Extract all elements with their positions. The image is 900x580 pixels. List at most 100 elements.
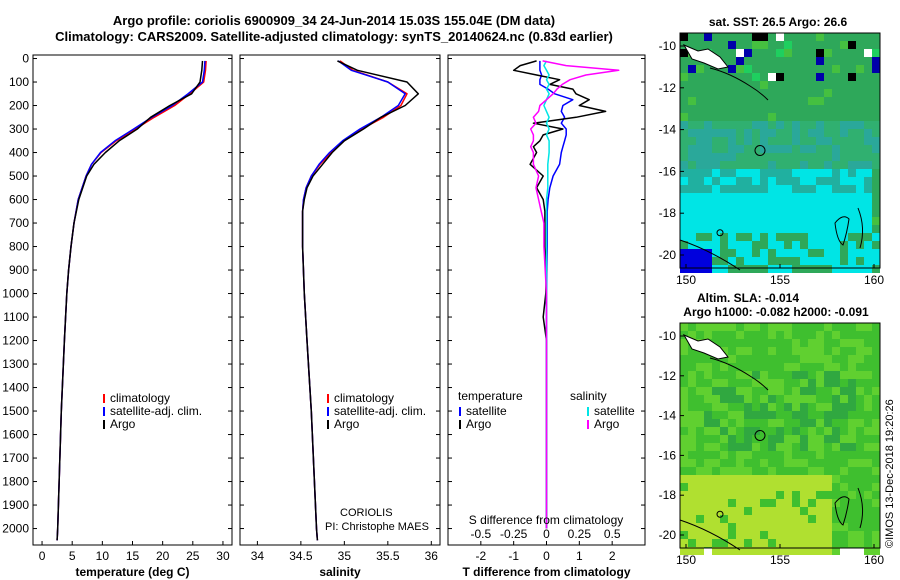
sla-map-cell	[688, 547, 696, 555]
sst-map-cell	[784, 265, 792, 273]
sst-map-cell	[824, 201, 832, 209]
sla-map-cell	[752, 523, 760, 531]
sst-map-cell	[784, 137, 792, 145]
sst-map-cell	[704, 249, 712, 257]
sst-map-cell	[840, 121, 848, 129]
sla-map-cell	[848, 355, 856, 363]
sla-map-cell	[784, 483, 792, 491]
sst-map-cell	[752, 145, 760, 153]
sst-map-cell	[816, 209, 824, 217]
sst-map-cell	[680, 185, 688, 193]
sla-map-cell	[800, 499, 808, 507]
sst-map-cell	[704, 129, 712, 137]
sst-map-cell	[864, 201, 872, 209]
sla-map-cell	[696, 523, 704, 531]
sst-map-cell	[816, 153, 824, 161]
sst-map-cell	[760, 169, 768, 177]
diff-legend-t-title: temperature	[458, 389, 523, 403]
diff-series-3	[529, 60, 620, 529]
sla-map-cell	[680, 523, 688, 531]
sla-map-cell	[832, 411, 840, 419]
sst-map-cell	[744, 201, 752, 209]
sst-map-cell	[744, 137, 752, 145]
sst-map-cell	[864, 153, 872, 161]
sst-map-cell	[760, 145, 768, 153]
sla-map-cell	[808, 395, 816, 403]
sst-map-cell	[792, 201, 800, 209]
sst-map-cell	[816, 97, 824, 105]
sst-map-cell	[816, 241, 824, 249]
sla-map-cell	[776, 443, 784, 451]
sst-map-cell	[808, 97, 816, 105]
sst-map-cell	[792, 121, 800, 129]
sla-map-cell	[856, 347, 864, 355]
sst-map-cell	[752, 193, 760, 201]
sla-map-cell	[712, 379, 720, 387]
temp-xtick-label: 20	[156, 549, 170, 563]
sst-map-cell	[824, 209, 832, 217]
sla-map-cell	[776, 379, 784, 387]
sst-map-cell	[768, 129, 776, 137]
sla-map-cell	[832, 403, 840, 411]
sst-map-cell	[848, 73, 856, 81]
sst-map-cell	[824, 177, 832, 185]
sst-map-cell	[848, 201, 856, 209]
sst-map-cell	[760, 81, 768, 89]
sst-map-cell	[776, 225, 784, 233]
sst-map-cell	[840, 217, 848, 225]
sla-map-cell	[776, 483, 784, 491]
sla-map-cell	[792, 507, 800, 515]
sst-map-cell	[848, 241, 856, 249]
sst-map-cell	[688, 161, 696, 169]
sla-map-cell	[712, 547, 720, 555]
sst-map-cell	[856, 257, 864, 265]
sst-map-cell	[728, 137, 736, 145]
sst-map-cell	[760, 129, 768, 137]
diff-xtick-label: -1	[508, 549, 519, 563]
sst-map-cell	[864, 257, 872, 265]
sst-map-cell	[848, 217, 856, 225]
sla-map-cell	[704, 459, 712, 467]
sla-map-cell	[688, 483, 696, 491]
sst-map-cell	[768, 137, 776, 145]
sst-map-cell	[752, 225, 760, 233]
sst-map-cell	[744, 49, 752, 57]
sla-map-cell	[704, 475, 712, 483]
sst-map-cell	[776, 193, 784, 201]
depth-tick-label: 800	[9, 240, 29, 254]
sst-map-cell	[848, 137, 856, 145]
sst-map-cell	[824, 225, 832, 233]
sla-map-cell	[776, 499, 784, 507]
sst-map-cell	[696, 193, 704, 201]
sla-map-cell	[832, 347, 840, 355]
sla-map-cell	[704, 491, 712, 499]
sst-map-cell	[864, 137, 872, 145]
sla-map-cell	[800, 523, 808, 531]
sst-map-cell	[704, 265, 712, 273]
sla-map-cell	[808, 467, 816, 475]
sla-map-cell	[744, 515, 752, 523]
sst-map-cell	[704, 137, 712, 145]
sst-map-cell	[760, 249, 768, 257]
sla-map-cell	[760, 539, 768, 547]
sst-map-cell	[800, 209, 808, 217]
sla-map-cell	[792, 411, 800, 419]
sst-map-cell	[736, 249, 744, 257]
sla-map-argo-marker	[754, 430, 766, 441]
sst-map-cell	[728, 265, 736, 273]
sla-map-cell	[816, 515, 824, 523]
sla-map-cell	[808, 339, 816, 347]
sst-map-cell	[864, 249, 872, 257]
sst-map-cell	[848, 153, 856, 161]
sst-map-cell	[784, 233, 792, 241]
sal-legend-label: Argo	[334, 417, 360, 431]
sst-map-cell	[768, 209, 776, 217]
sst-map-panel: sat. SST: 26.5 Argo: 26.6 -10 -12 -14 -16 -18…	[659, 15, 885, 287]
sla-map-cell	[720, 531, 728, 539]
sst-map-cell	[728, 233, 736, 241]
sst-map-cell	[768, 217, 776, 225]
sst-map-cell	[712, 121, 720, 129]
sst-map-cell	[752, 257, 760, 265]
sst-map-cell	[792, 153, 800, 161]
